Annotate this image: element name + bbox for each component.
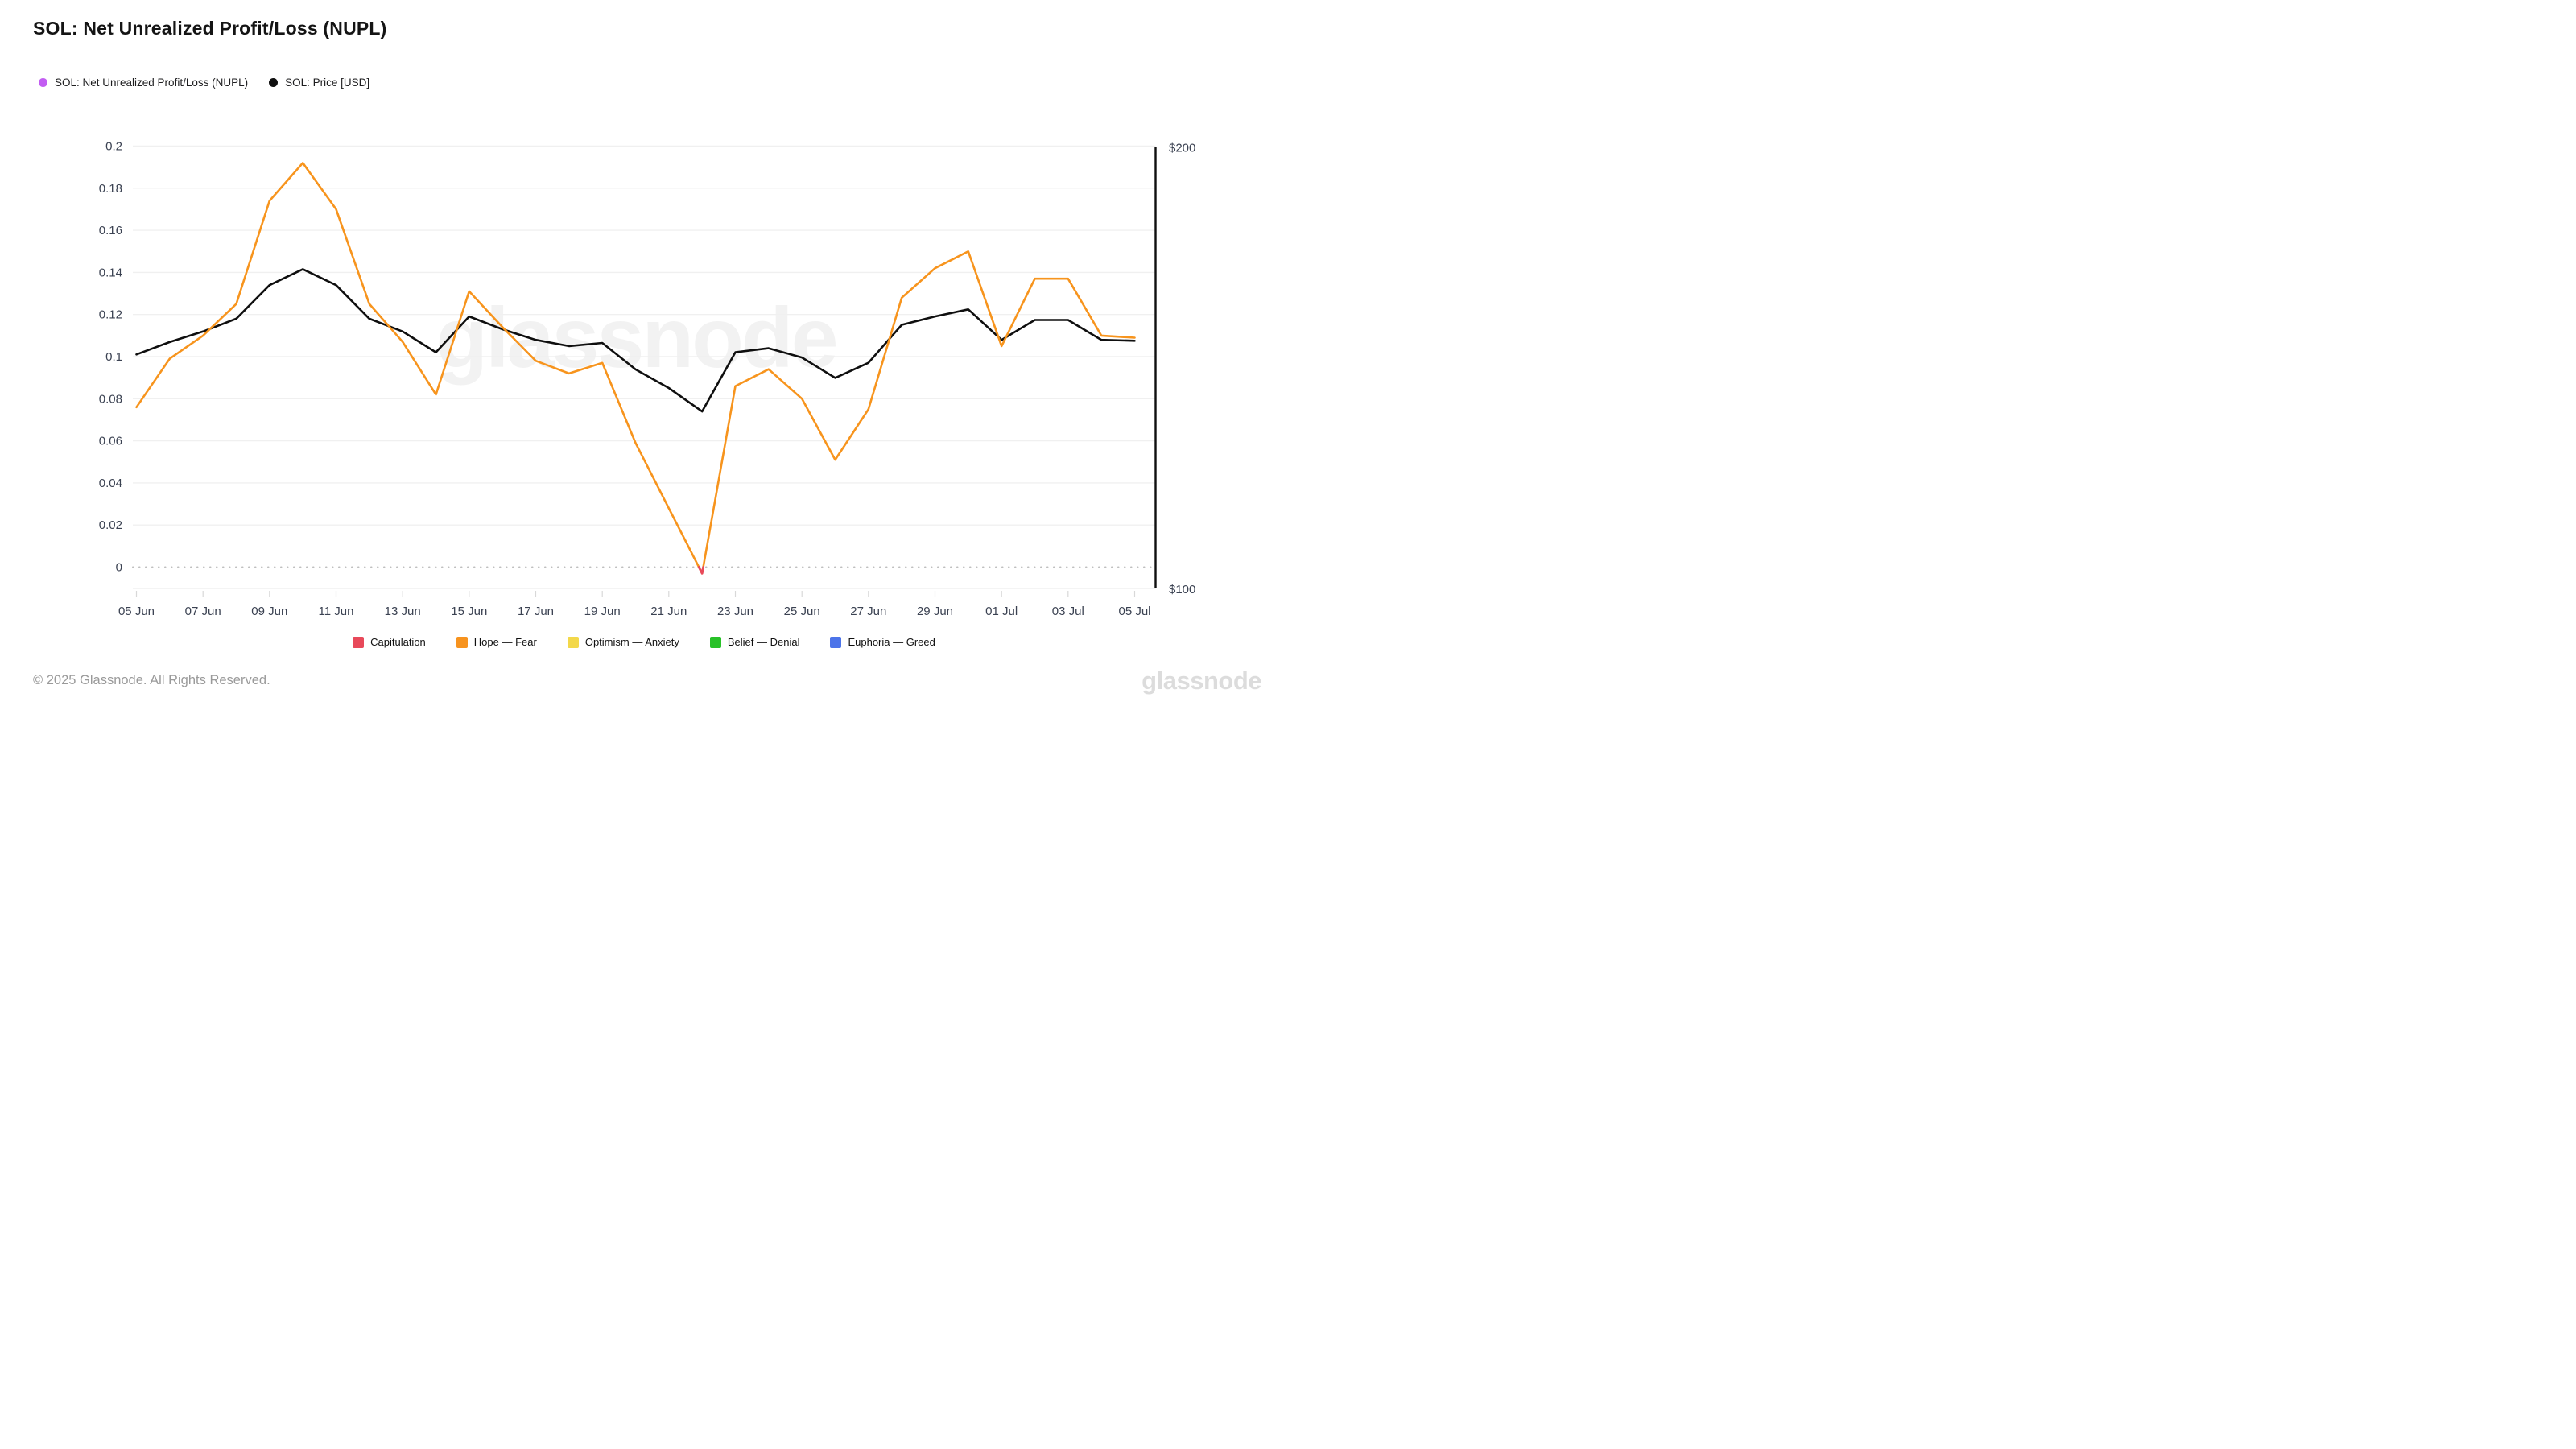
x-axis-tick-label: 01 Jul [985,605,1018,618]
sentiment-legend-item[interactable]: Belief — Denial [709,636,800,648]
sentiment-legend-item[interactable]: Capitulation [353,636,426,648]
y-axis-tick-label: 0.2 [105,140,122,154]
page: SOL: Net Unrealized Profit/Loss (NUPL) S… [0,0,1288,724]
sentiment-legend-item[interactable]: Hope — Fear [456,636,537,648]
sentiment-legend-label: Optimism — Anxiety [584,636,679,648]
sentiment-legend-label: Belief — Denial [727,636,800,648]
nupl-price-chart-canvas[interactable]: 00.020.040.060.080.10.120.140.160.180.20… [0,0,1288,724]
nupl-line[interactable] [135,162,1136,575]
price-legend-dot-icon [269,78,279,87]
x-axis-tick-label: 27 Jun [850,605,886,618]
x-axis-tick-label: 13 Jun [385,605,421,618]
y-axis-tick-label: 0.04 [99,477,122,490]
right-axis: $200 $100 [1154,142,1195,597]
copyright-text: © 2025 Glassnode. All Rights Reserved. [33,673,270,687]
series-legend-label: SOL: Price [USD] [285,76,370,89]
chart-title: SOL: Net Unrealized Profit/Loss (NUPL) [33,18,387,39]
right-axis-bottom-label: $100 [1169,583,1195,597]
x-axis-tick-label: 17 Jun [518,605,554,618]
nupl-legend-dot-icon [39,78,47,87]
sentiment-legend-label: Capitulation [370,636,426,648]
series-legend-item-price[interactable]: SOL: Price [USD] [269,76,369,89]
gridlines [132,145,1157,589]
chart-area: glassnode 0 0.02 0.04 0.06 0.08 0.1 0.12 0.14 0.… [0,0,1288,724]
x-axis-tick-label: 29 Jun [917,605,953,618]
sentiment-legend-label: Hope — Fear [473,636,537,648]
x-axis-tick-label: 19 Jun [584,605,621,618]
y-axis-tick-label: 0.08 [99,392,122,406]
sentiment-legend: Capitulation Hope — Fear Optimism — Anxiet… [0,636,1288,648]
sentiment-swatch-icon [567,636,579,648]
x-axis-tick-label: 15 Jun [451,605,487,618]
y-axis-tick-label: 0.02 [99,518,122,532]
sentiment-legend-item[interactable]: Euphoria — Greed [830,636,935,648]
y-axis-tick-label: 0.1 [105,350,122,364]
sentiment-swatch-icon [353,636,365,648]
sentiment-swatch-icon [456,636,468,648]
x-axis-tick-label: 03 Jul [1052,605,1084,618]
price-line[interactable] [135,268,1136,413]
series-legend: SOL: Net Unrealized Profit/Loss (NUPL) S… [39,76,369,89]
sentiment-swatch-icon [709,636,721,648]
sentiment-legend-label: Euphoria — Greed [848,636,935,648]
x-axis-tick-label: 05 Jul [1118,605,1150,618]
y-axis-tick-label: 0 [116,561,122,575]
y-axis-tick-label: 0.12 [99,308,122,322]
nupl-capitulation-segment[interactable] [697,566,704,575]
y-axis-tick-label: 0.18 [99,182,122,196]
y-axis-tick-label: 0.16 [99,224,122,237]
x-axis-tick-label: 09 Jun [251,605,287,618]
series-legend-label: SOL: Net Unrealized Profit/Loss (NUPL) [55,76,249,89]
x-axis: 05 Jun 07 Jun 09 Jun 11 Jun 13 Jun 15 Jun 17 J… [118,591,1151,618]
glassnode-logo: glassnode [1141,667,1261,695]
right-axis-top-label: $200 [1169,142,1195,155]
x-axis-tick-label: 05 Jun [118,605,155,618]
y-axis-labels: 0 0.02 0.04 0.06 0.08 0.1 0.12 0.14 0.16 0.18 0.2 [99,140,122,575]
y-axis-tick-label: 0.06 [99,435,122,448]
sentiment-legend-item[interactable]: Optimism — Anxiety [567,636,679,648]
x-axis-tick-label: 23 Jun [717,605,753,618]
x-axis-tick-label: 11 Jun [319,605,354,618]
series-legend-item-nupl[interactable]: SOL: Net Unrealized Profit/Loss (NUPL) [39,76,248,89]
y-axis-tick-label: 0.14 [99,266,122,279]
x-axis-tick-label: 25 Jun [784,605,820,618]
x-axis-tick-label: 21 Jun [650,605,687,618]
x-axis-tick-label: 07 Jun [185,605,221,618]
sentiment-swatch-icon [830,636,842,648]
